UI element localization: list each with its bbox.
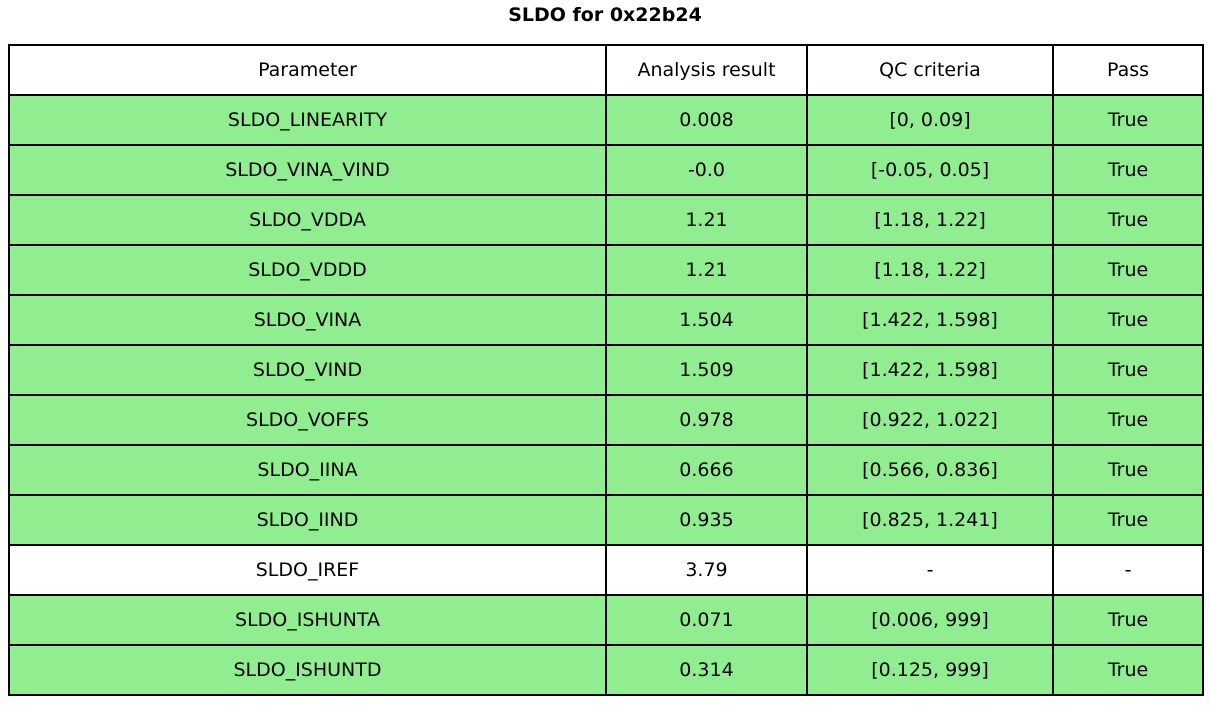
cell-analysis-result: 0.071 (605, 594, 808, 646)
cell-qc-criteria: [0.825, 1.241] (806, 494, 1054, 546)
cell-parameter: SLDO_VDDD (8, 244, 607, 296)
table-row: SLDO_VDDA 1.21 [1.18, 1.22] True (8, 194, 1204, 246)
cell-qc-criteria: [0, 0.09] (806, 94, 1054, 146)
cell-pass: True (1052, 394, 1204, 446)
cell-analysis-result: 0.935 (605, 494, 808, 546)
cell-parameter: SLDO_VINA_VIND (8, 144, 607, 196)
page-title: SLDO for 0x22b24 (508, 4, 702, 26)
cell-analysis-result: 1.509 (605, 344, 808, 396)
table-row: SLDO_LINEARITY 0.008 [0, 0.09] True (8, 94, 1204, 146)
cell-qc-criteria: [0.922, 1.022] (806, 394, 1054, 446)
table-row: SLDO_VIND 1.509 [1.422, 1.598] True (8, 344, 1204, 396)
cell-qc-criteria: [0.566, 0.836] (806, 444, 1054, 496)
cell-analysis-result: 1.21 (605, 194, 808, 246)
cell-parameter: SLDO_LINEARITY (8, 94, 607, 146)
cell-analysis-result: 1.504 (605, 294, 808, 346)
qc-table: Parameter Analysis result QC criteria Pa… (8, 44, 1204, 696)
cell-pass: True (1052, 644, 1204, 696)
cell-pass: True (1052, 244, 1204, 296)
cell-pass: True (1052, 294, 1204, 346)
cell-qc-criteria: [0.125, 999] (806, 644, 1054, 696)
cell-parameter: SLDO_VDDA (8, 194, 607, 246)
table-header-row: Parameter Analysis result QC criteria Pa… (8, 44, 1204, 96)
cell-qc-criteria: [1.18, 1.22] (806, 244, 1054, 296)
table-row: SLDO_ISHUNTA 0.071 [0.006, 999] True (8, 594, 1204, 646)
cell-parameter: SLDO_IREF (8, 544, 607, 596)
cell-analysis-result: -0.0 (605, 144, 808, 196)
table-row: SLDO_VDDD 1.21 [1.18, 1.22] True (8, 244, 1204, 296)
table-row: SLDO_VOFFS 0.978 [0.922, 1.022] True (8, 394, 1204, 446)
cell-analysis-result: 1.21 (605, 244, 808, 296)
cell-analysis-result: 0.978 (605, 394, 808, 446)
cell-analysis-result: 0.008 (605, 94, 808, 146)
cell-pass: True (1052, 194, 1204, 246)
table-row: SLDO_IIND 0.935 [0.825, 1.241] True (8, 494, 1204, 546)
cell-pass: True (1052, 94, 1204, 146)
table-body: SLDO_LINEARITY 0.008 [0, 0.09] True SLDO_VIN… (8, 94, 1204, 696)
col-header-pass: Pass (1052, 44, 1204, 96)
cell-analysis-result: 3.79 (605, 544, 808, 596)
table-row: SLDO_IREF 3.79- - (8, 544, 1204, 596)
cell-pass: True (1052, 594, 1204, 646)
cell-analysis-result: 0.314 (605, 644, 808, 696)
table-row: SLDO_VINA 1.504 [1.422, 1.598] True (8, 294, 1204, 346)
cell-parameter: SLDO_VOFFS (8, 394, 607, 446)
cell-pass: True (1052, 444, 1204, 496)
cell-pass: True (1052, 494, 1204, 546)
cell-parameter: SLDO_VIND (8, 344, 607, 396)
cell-qc-criteria: - (806, 544, 1054, 596)
table-row: SLDO_IINA 0.666 [0.566, 0.836] True (8, 444, 1204, 496)
cell-qc-criteria: [1.18, 1.22] (806, 194, 1054, 246)
cell-pass: True (1052, 344, 1204, 396)
cell-qc-criteria: [0.006, 999] (806, 594, 1054, 646)
cell-parameter: SLDO_IIND (8, 494, 607, 546)
table-row: SLDO_VINA_VIND -0.0 [-0.05, 0.05] True (8, 144, 1204, 196)
col-header-parameter: Parameter (8, 44, 607, 96)
cell-parameter: SLDO_IINA (8, 444, 607, 496)
col-header-analysis-result: Analysis result (605, 44, 808, 96)
cell-analysis-result: 0.666 (605, 444, 808, 496)
col-header-qc-criteria: QC criteria (806, 44, 1054, 96)
table-row: SLDO_ISHUNTD 0.314 [0.125, 999] True (8, 644, 1204, 696)
cell-parameter: SLDO_VINA (8, 294, 607, 346)
cell-qc-criteria: [1.422, 1.598] (806, 344, 1054, 396)
cell-pass: - (1052, 544, 1204, 596)
cell-qc-criteria: [1.422, 1.598] (806, 294, 1054, 346)
cell-parameter: SLDO_ISHUNTA (8, 594, 607, 646)
cell-pass: True (1052, 144, 1204, 196)
cell-qc-criteria: [-0.05, 0.05] (806, 144, 1054, 196)
cell-parameter: SLDO_ISHUNTD (8, 644, 607, 696)
